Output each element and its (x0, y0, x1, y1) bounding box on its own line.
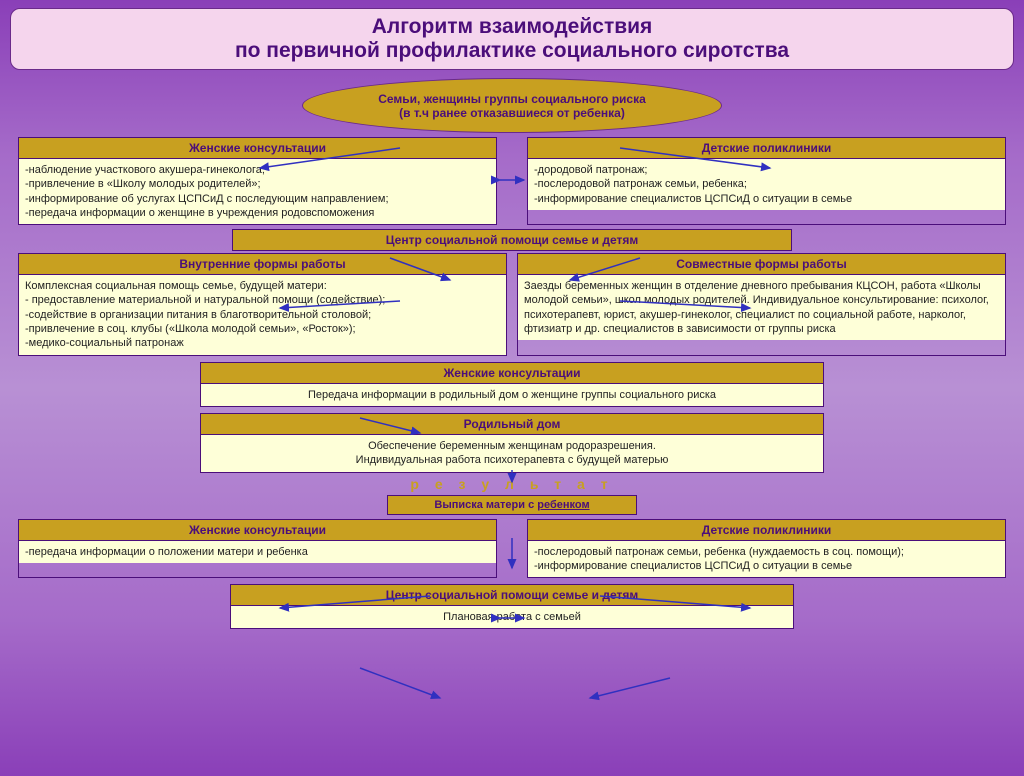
social-help-center-2: Центр социальной помощи семье и детям Пл… (230, 584, 794, 629)
ellipse-line1: Семьи, женщины группы социального риска (303, 92, 721, 106)
joint-forms-header: Совместные формы работы (518, 254, 1005, 275)
internal-forms-box: Внутренние формы работы Комплексная соци… (18, 253, 507, 355)
childrens-clinic-body-1: -дородовой патронаж; -послеродовой патро… (528, 159, 1005, 210)
title-line1: Алгоритм взаимодействия (21, 15, 1003, 39)
result-label: р е з у л ь т а т (0, 476, 1024, 492)
womens-clinic-header-3: Женские консультации (19, 520, 496, 541)
discharge-header: Выписка матери с ребенком (388, 496, 636, 514)
social-help-center-header-1: Центр социальной помощи семье и детям (233, 230, 791, 250)
social-help-center-body-2: Плановая работа с семьей (231, 606, 793, 628)
childrens-clinic-body-2: -послеродовый патронаж семьи, ребенка (н… (528, 541, 1005, 578)
social-help-center-1: Центр социальной помощи семье и детям (232, 229, 792, 251)
title-line2: по первичной профилактике социального си… (21, 39, 1003, 63)
joint-forms-body: Заезды беременных женщин в отделение дне… (518, 275, 1005, 340)
discharge-box: Выписка матери с ребенком (387, 495, 637, 515)
discharge-prefix: Выписка матери с (434, 499, 537, 511)
childrens-clinic-box-1: Детские поликлиники -дородовой патронаж;… (527, 137, 1006, 225)
womens-clinic-body-1: -наблюдение участкового акушера-гинеколо… (19, 159, 496, 224)
ellipse-line2: (в т.ч ранее отказавшиеся от ребенка) (303, 106, 721, 120)
childrens-clinic-box-2: Детские поликлиники -послеродовый патрон… (527, 519, 1006, 579)
layer1-row: Женские консультации -наблюдение участко… (0, 137, 1024, 225)
joint-forms-box: Совместные формы работы Заезды беременны… (517, 253, 1006, 355)
layer3-row: Женские консультации -передача информаци… (0, 519, 1024, 579)
womens-clinic-box-1: Женские консультации -наблюдение участко… (18, 137, 497, 225)
childrens-clinic-header-2: Детские поликлиники (528, 520, 1005, 541)
maternity-hospital-header: Родильный дом (201, 414, 823, 435)
discharge-underlined: ребенком (537, 499, 589, 511)
maternity-hospital-body: Обеспечение беременным женщинам родоразр… (201, 435, 823, 472)
maternity-hospital-box: Родильный дом Обеспечение беременным жен… (200, 413, 824, 473)
internal-forms-body: Комплексная социальная помощь семье, буд… (19, 275, 506, 354)
womens-clinic-body-3: -передача информации о положении матери … (19, 541, 496, 563)
layer2-row: Внутренние формы работы Комплексная соци… (0, 253, 1024, 355)
risk-group-ellipse: Семьи, женщины группы социального риска … (302, 78, 722, 133)
title-banner: Алгоритм взаимодействия по первичной про… (10, 8, 1014, 70)
womens-clinic-box-3: Женские консультации -передача информаци… (18, 519, 497, 579)
womens-clinic-body-2: Передача информации в родильный дом о же… (201, 384, 823, 406)
womens-clinic-box-2: Женские консультации Передача информации… (200, 362, 824, 407)
internal-forms-header: Внутренние формы работы (19, 254, 506, 275)
womens-clinic-header-2: Женские консультации (201, 363, 823, 384)
social-help-center-header-2: Центр социальной помощи семье и детям (231, 585, 793, 606)
womens-clinic-header-1: Женские консультации (19, 138, 496, 159)
childrens-clinic-header-1: Детские поликлиники (528, 138, 1005, 159)
